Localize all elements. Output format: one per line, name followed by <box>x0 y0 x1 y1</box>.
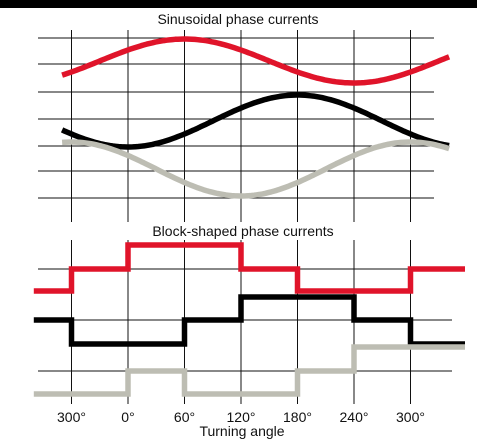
sine-curve-red <box>61 36 451 86</box>
x-tick-labels: 300° 0° 60° 120° 180° 240° 300° <box>57 409 425 425</box>
top-black-bar <box>0 0 477 8</box>
block-title-background <box>130 222 352 240</box>
sinusoidal-curves <box>60 36 451 199</box>
x-tick-label: 300° <box>396 409 425 425</box>
block-curve-black <box>33 294 465 347</box>
x-tick-label: 120° <box>227 409 256 425</box>
block-curve-red <box>33 242 465 294</box>
x-tick-label: 180° <box>283 409 312 425</box>
x-tick-label: 240° <box>340 409 369 425</box>
x-tick-label: 0° <box>121 409 134 425</box>
block-curves <box>33 242 465 397</box>
x-tick-label: 60° <box>174 409 195 425</box>
x-axis-label: Turning angle <box>199 423 284 439</box>
sine-curve-gray <box>61 139 450 199</box>
block-curve-gray <box>33 344 465 397</box>
block-title: Block-shaped phase currents <box>152 223 333 239</box>
sine-curve-black <box>60 92 450 150</box>
sinusoidal-title: Sinusoidal phase currents <box>157 11 318 27</box>
x-tick-label: 300° <box>57 409 86 425</box>
